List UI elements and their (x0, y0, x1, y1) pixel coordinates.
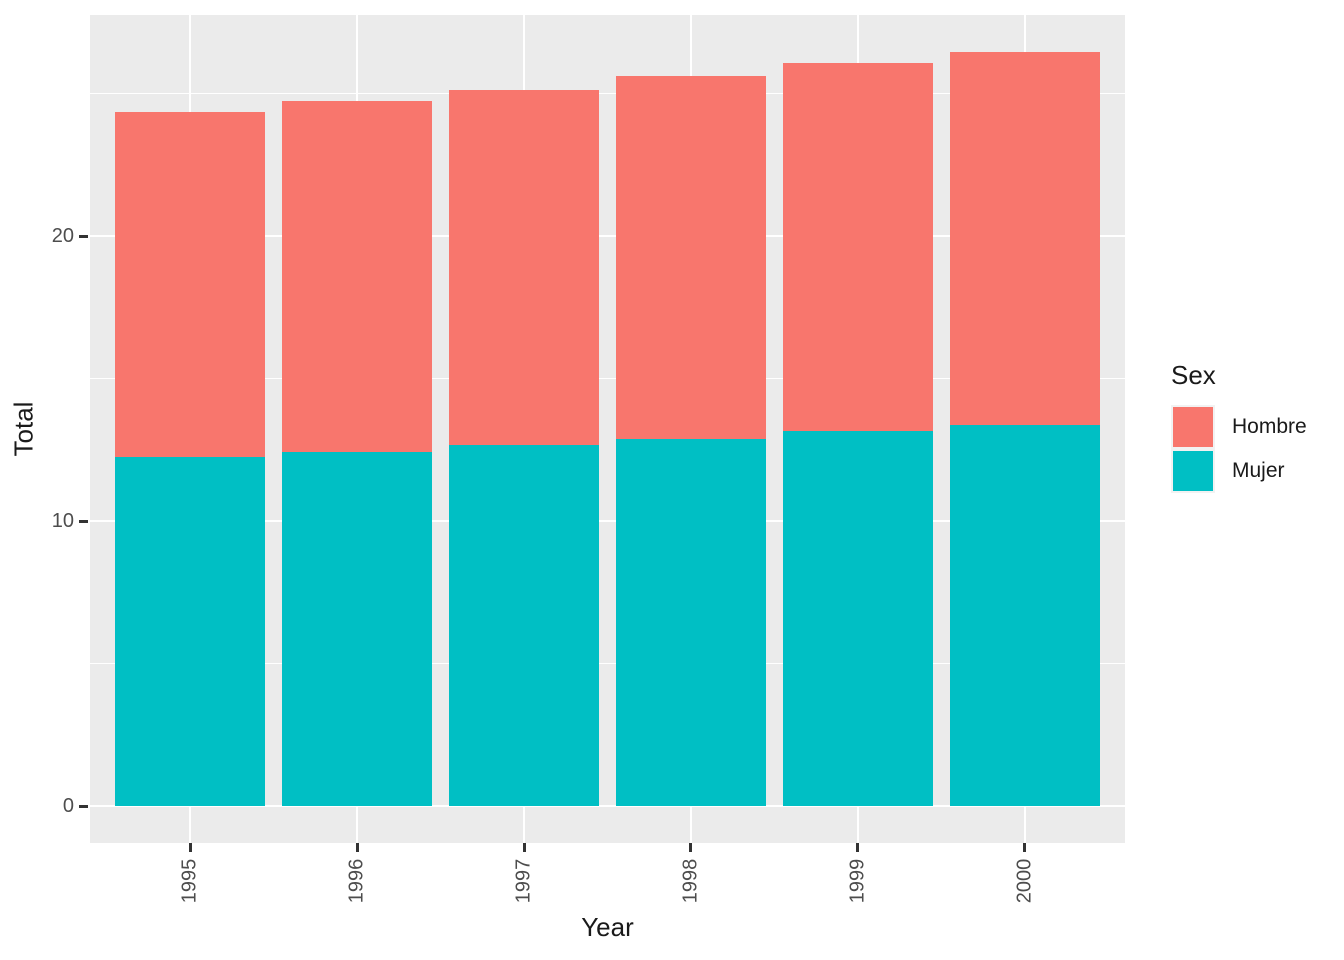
bar-mujer-1995 (115, 457, 266, 806)
bar-mujer-1998 (615, 438, 766, 806)
gridline-major-y-0 (90, 804, 1125, 808)
legend-key-mujer (1171, 449, 1215, 493)
legend-entry-mujer: Mujer (1171, 449, 1307, 493)
gridline-major-y-10 (90, 519, 1125, 523)
legend-key-hombre (1171, 405, 1215, 449)
x-tick-label-2000: 2000 (1013, 858, 1036, 904)
y-axis-title: Total (8, 401, 39, 457)
x-tick-label-1998: 1998 (679, 858, 702, 904)
x-tick-mark-1996 (355, 843, 359, 852)
legend-title: Sex (1171, 360, 1216, 390)
x-tick-label-1995: 1995 (178, 858, 201, 904)
y-tick-label-10: 10 (51, 510, 74, 532)
gridline-minor-y-15 (90, 377, 1125, 380)
legend-label-mujer: Mujer (1232, 459, 1285, 482)
x-tick-mark-1997 (522, 843, 526, 852)
bar-hombre-1998 (615, 75, 766, 439)
x-tick-mark-2000 (1023, 843, 1027, 852)
legend-label-hombre: Hombre (1232, 415, 1307, 438)
x-tick-mark-1999 (856, 843, 860, 852)
legend-keys: Hombre Mujer (1171, 405, 1307, 493)
y-tick-mark-20 (79, 234, 88, 238)
bar-mujer-2000 (949, 424, 1100, 806)
x-tick-label-1997: 1997 (512, 858, 535, 904)
bar-hombre-2000 (949, 51, 1100, 425)
bar-hombre-1997 (449, 89, 600, 445)
gridline-major-y-20 (90, 234, 1125, 238)
bar-mujer-1997 (449, 444, 600, 806)
x-tick-label-1999: 1999 (846, 858, 869, 904)
y-tick-label-0: 0 (62, 795, 74, 817)
bar-hombre-1999 (782, 62, 933, 431)
bar-hombre-1995 (115, 111, 266, 458)
y-tick-mark-0 (79, 804, 88, 808)
x-axis-title: Year (581, 912, 634, 942)
gridline-minor-y-5 (90, 662, 1125, 665)
x-tick-mark-1998 (689, 843, 693, 852)
x-tick-mark-1995 (188, 843, 192, 852)
x-tick-label-1996: 1996 (345, 858, 368, 904)
legend-key-fill-mujer (1173, 451, 1213, 491)
gridline-minor-y-25 (90, 92, 1125, 95)
legend-entry-hombre: Hombre (1171, 405, 1307, 449)
plot-panel (90, 15, 1125, 843)
bar-hombre-1996 (282, 100, 433, 453)
legend: Sex Hombre Mujer (1171, 360, 1307, 493)
legend-key-fill-hombre (1173, 407, 1213, 447)
y-tick-label-20: 20 (51, 225, 74, 247)
bar-mujer-1999 (782, 430, 933, 806)
y-tick-mark-10 (79, 519, 88, 523)
bar-mujer-1996 (282, 452, 433, 806)
